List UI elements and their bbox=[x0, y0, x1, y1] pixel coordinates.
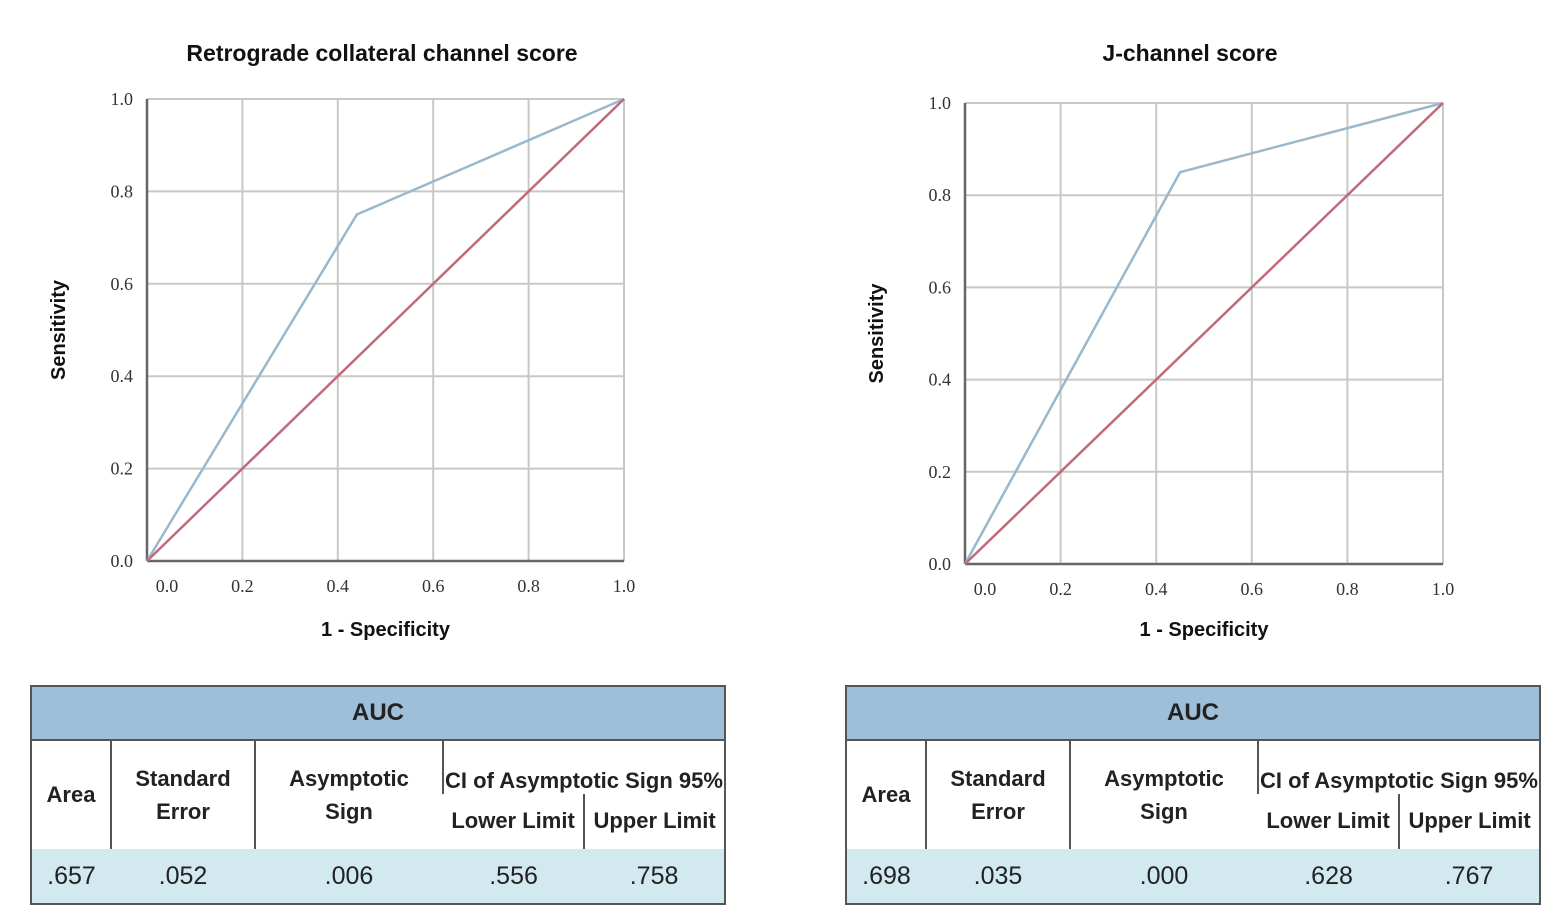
value-standard-error: .035 bbox=[926, 849, 1070, 904]
header-upper-limit: Upper Limit bbox=[583, 793, 725, 849]
auc-table: AUC Area Standard Error Asymptotic Sign … bbox=[845, 685, 1541, 905]
x-tick-label: 0.2 bbox=[1049, 579, 1072, 599]
y-axis-label: Sensitivity bbox=[866, 283, 888, 384]
x-tick-label: 0.8 bbox=[1336, 579, 1359, 599]
reference-line bbox=[964, 102, 1444, 565]
reference-line bbox=[146, 98, 625, 562]
x-tick-label: 1.0 bbox=[613, 576, 636, 596]
value-standard-error: .052 bbox=[111, 849, 255, 904]
x-tick-label: 0.8 bbox=[517, 576, 540, 596]
x-tick-label: 0.0 bbox=[974, 579, 997, 599]
x-tick-label: 0.6 bbox=[422, 576, 445, 596]
header-asymptotic-sign: Asymptotic Sign bbox=[254, 740, 443, 849]
header-area: Area bbox=[861, 782, 911, 807]
x-tick-label: 0.0 bbox=[156, 576, 179, 596]
value-area: .657 bbox=[31, 849, 111, 904]
header-lower-limit: Lower Limit bbox=[451, 808, 575, 834]
y-tick-label: 0.2 bbox=[111, 459, 134, 479]
roc-curve bbox=[963, 101, 1444, 565]
roc-curve bbox=[145, 97, 625, 562]
value-upper-limit: .758 bbox=[584, 849, 725, 904]
header-area: Area bbox=[46, 782, 96, 807]
header-standard-error: Standard Error bbox=[110, 740, 255, 849]
x-tick-label: 0.6 bbox=[1241, 579, 1264, 599]
y-tick-label: 0.2 bbox=[929, 462, 952, 482]
x-tick-label: 0.2 bbox=[231, 576, 254, 596]
y-tick-label: 0.6 bbox=[111, 274, 134, 294]
y-tick-label: 0.8 bbox=[929, 185, 952, 205]
value-lower-limit: .556 bbox=[443, 849, 585, 904]
value-area: .698 bbox=[846, 849, 926, 904]
x-tick-label: 0.4 bbox=[1145, 579, 1168, 599]
roc-panel: Retrograde collateral channel score 0.0 0.… bbox=[30, 40, 726, 905]
header-asymptotic-sign: Asymptotic Sign bbox=[1069, 740, 1258, 849]
x-tick-label: 1.0 bbox=[1432, 579, 1455, 599]
x-tick-label: 0.4 bbox=[327, 576, 350, 596]
value-lower-limit: .628 bbox=[1258, 849, 1400, 904]
auc-title: AUC bbox=[846, 686, 1540, 741]
chart-title: Retrograde collateral channel score bbox=[186, 40, 577, 66]
roc-chart: Retrograde collateral channel score 0.0 0.… bbox=[48, 40, 636, 641]
value-upper-limit: .767 bbox=[1399, 849, 1540, 904]
y-tick-label: 1.0 bbox=[111, 89, 134, 109]
y-axis-label: Sensitivity bbox=[48, 279, 70, 380]
header-ci: CI of Asymptotic Sign 95% bbox=[1257, 740, 1540, 794]
auc-title: AUC bbox=[31, 686, 725, 741]
y-tick-label: 0.4 bbox=[929, 370, 952, 390]
header-ci: CI of Asymptotic Sign 95% bbox=[442, 740, 725, 794]
header-upper-limit: Upper Limit bbox=[1398, 793, 1540, 849]
value-asymptotic-sign: .000 bbox=[1070, 849, 1258, 904]
y-tick-label: 0.6 bbox=[929, 277, 952, 297]
x-axis-label: 1 - Specificity bbox=[321, 619, 451, 641]
x-axis-label: 1 - Specificity bbox=[1140, 619, 1270, 641]
header-lower-limit: Lower Limit bbox=[1266, 808, 1390, 834]
value-asymptotic-sign: .006 bbox=[255, 849, 443, 904]
roc-chart: J-channel score 0.0 0.0 0.2 0.2 0.4 0.4 0.6 0.6 0… bbox=[866, 40, 1455, 641]
y-tick-label: 0.0 bbox=[929, 554, 952, 574]
y-tick-label: 0.8 bbox=[111, 181, 134, 201]
y-tick-label: 1.0 bbox=[929, 93, 952, 113]
y-tick-label: 0.0 bbox=[111, 551, 134, 571]
chart-title: J-channel score bbox=[1102, 40, 1277, 66]
auc-table: AUC Area Standard Error Asymptotic Sign … bbox=[30, 685, 726, 905]
roc-panel: J-channel score 0.0 0.0 0.2 0.2 0.4 0.4 0.6 0.6 0… bbox=[784, 0, 1568, 924]
header-standard-error: Standard Error bbox=[925, 740, 1070, 849]
y-tick-label: 0.4 bbox=[111, 366, 134, 386]
